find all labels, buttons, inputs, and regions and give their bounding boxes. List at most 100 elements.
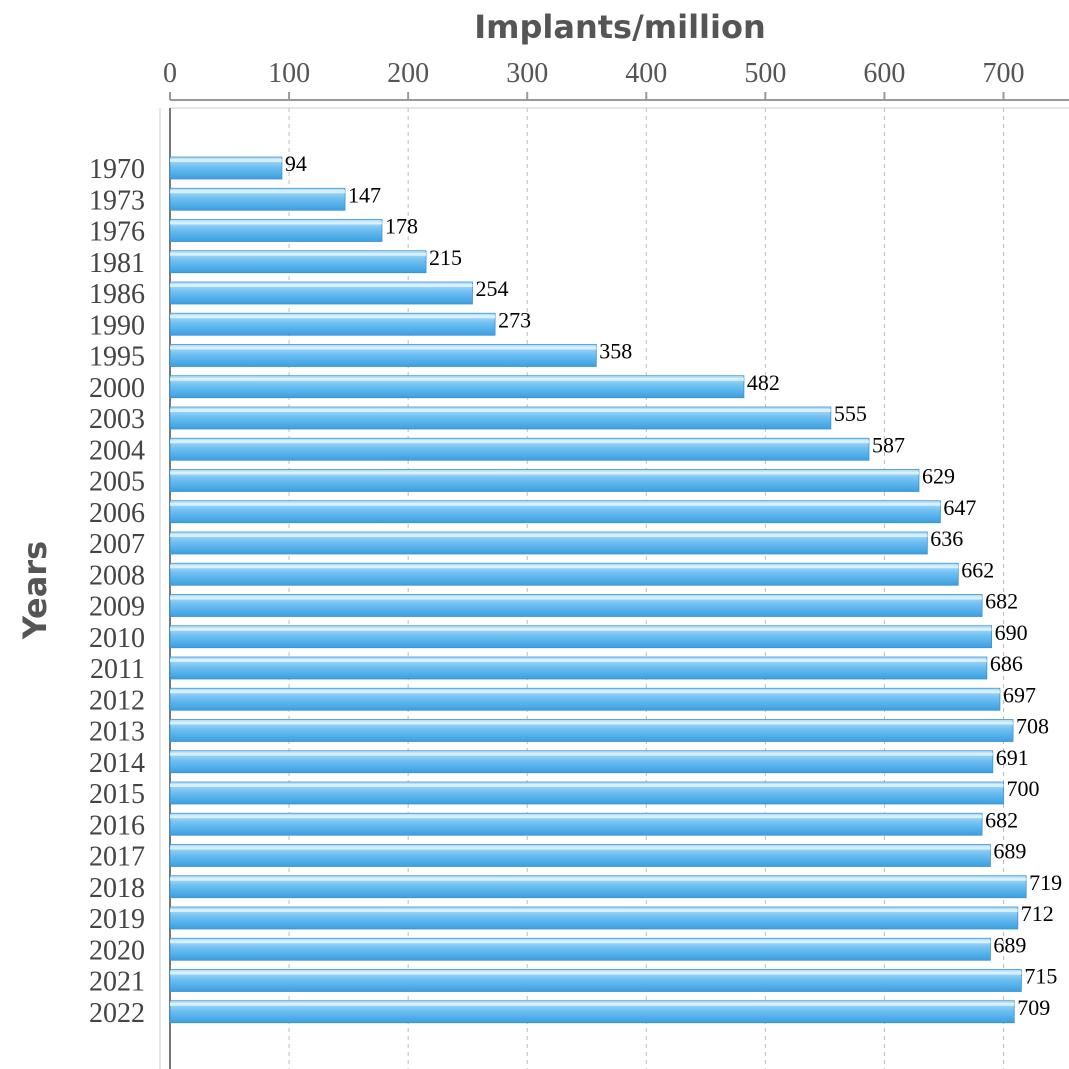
y-tick-label: 2007 xyxy=(89,529,145,560)
bar-highlight xyxy=(170,1002,1015,1006)
x-axis-title: Implants/million xyxy=(474,8,766,46)
bar-highlight xyxy=(170,784,1004,787)
bar-highlight xyxy=(170,721,1014,725)
x-tick-label: 700 xyxy=(983,58,1025,89)
bar-highlight xyxy=(170,346,597,350)
y-tick-label: 2016 xyxy=(89,810,145,841)
data-label: 689 xyxy=(993,839,1026,864)
y-tick-label: 2011 xyxy=(90,654,145,685)
y-tick-label: 2021 xyxy=(89,967,145,998)
bar xyxy=(169,719,1014,742)
y-tick-label: 2022 xyxy=(89,998,145,1029)
y-tick-label: 1990 xyxy=(89,310,145,341)
bar-highlight xyxy=(170,940,991,944)
y-tick-label: 1976 xyxy=(89,217,145,248)
bar xyxy=(169,656,988,680)
bar xyxy=(169,500,941,524)
bar xyxy=(169,469,920,492)
bar xyxy=(169,812,983,836)
data-label: 700 xyxy=(1007,776,1040,801)
y-tick-label: 1970 xyxy=(89,154,145,185)
data-label: 254 xyxy=(475,276,508,301)
data-label: 712 xyxy=(1021,901,1054,926)
y-tick-label: 2008 xyxy=(89,560,145,591)
data-label: 178 xyxy=(385,214,418,239)
bar-highlight xyxy=(170,752,993,756)
bar-highlight xyxy=(170,877,1027,881)
bar-highlight xyxy=(170,909,1018,912)
y-tick-label: 1973 xyxy=(89,185,145,216)
bar-highlight xyxy=(170,252,427,256)
bar-highlight xyxy=(170,534,928,537)
data-label: 273 xyxy=(498,307,531,332)
x-tick-label: 100 xyxy=(268,58,310,89)
y-axis-title: Years xyxy=(16,541,54,640)
data-label: 708 xyxy=(1016,714,1049,739)
bar xyxy=(169,219,383,242)
bar xyxy=(169,844,991,867)
bar xyxy=(169,156,283,180)
bar xyxy=(169,312,496,336)
bar xyxy=(169,906,1019,930)
x-tick-labels: 0 100 200 300 400 500 600 700 xyxy=(163,58,1025,89)
bar xyxy=(169,375,745,399)
bar-highlight xyxy=(170,409,831,412)
bar xyxy=(169,437,870,461)
data-label: 682 xyxy=(985,807,1018,832)
bar xyxy=(169,750,994,774)
y-tick-label: 2010 xyxy=(89,623,145,654)
data-label: 629 xyxy=(922,464,955,489)
bar xyxy=(169,969,1022,992)
x-tick-label: 300 xyxy=(506,58,548,89)
bar xyxy=(169,250,427,274)
data-label: 690 xyxy=(995,620,1028,645)
bar-highlight xyxy=(170,471,919,475)
bar xyxy=(169,625,993,649)
x-tick-label: 0 xyxy=(163,58,177,89)
data-label: 647 xyxy=(943,495,976,520)
bar-highlight xyxy=(170,846,991,850)
bar xyxy=(169,344,597,367)
bar-highlight xyxy=(170,377,744,381)
bar xyxy=(169,187,346,211)
bar-highlight xyxy=(170,565,959,569)
x-tick-label: 500 xyxy=(744,58,786,89)
bar-highlight xyxy=(170,971,1022,975)
data-label: 719 xyxy=(1029,870,1062,895)
bar-highlight xyxy=(170,221,382,225)
data-label: 662 xyxy=(961,557,994,582)
y-tick-label: 2015 xyxy=(89,779,145,810)
bar xyxy=(169,594,983,617)
y-tick-label: 1995 xyxy=(89,342,145,373)
data-label: 482 xyxy=(747,370,780,395)
y-tick-label: 2017 xyxy=(89,842,145,873)
y-tick-labels: 1970197319761981198619901995200020032004… xyxy=(89,154,145,1029)
bar xyxy=(169,281,473,305)
y-tick-label: 2014 xyxy=(89,748,145,779)
y-tick-label: 2000 xyxy=(89,373,145,404)
data-label: 358 xyxy=(599,339,632,364)
bar xyxy=(169,1000,1015,1024)
y-tick-label: 2004 xyxy=(89,435,145,466)
bar xyxy=(169,531,928,555)
bar-highlight xyxy=(170,596,983,600)
x-tick-label: 200 xyxy=(387,58,429,89)
y-tick-label: 1986 xyxy=(89,279,145,310)
bar-highlight xyxy=(170,502,941,506)
y-tick-label: 2013 xyxy=(89,717,145,748)
bar-highlight xyxy=(170,159,282,162)
data-label: 697 xyxy=(1003,682,1036,707)
data-label: 587 xyxy=(872,432,905,457)
y-tick-label: 2003 xyxy=(89,404,145,435)
y-tick-label: 2005 xyxy=(89,467,145,498)
data-label: 691 xyxy=(996,745,1029,770)
bar-highlight xyxy=(170,659,987,662)
y-tick-label: 2018 xyxy=(89,873,145,904)
data-label: 147 xyxy=(348,182,381,207)
bar-highlight xyxy=(170,627,992,631)
bar xyxy=(169,781,1004,805)
bars xyxy=(169,156,1027,1024)
data-label: 715 xyxy=(1024,964,1057,989)
